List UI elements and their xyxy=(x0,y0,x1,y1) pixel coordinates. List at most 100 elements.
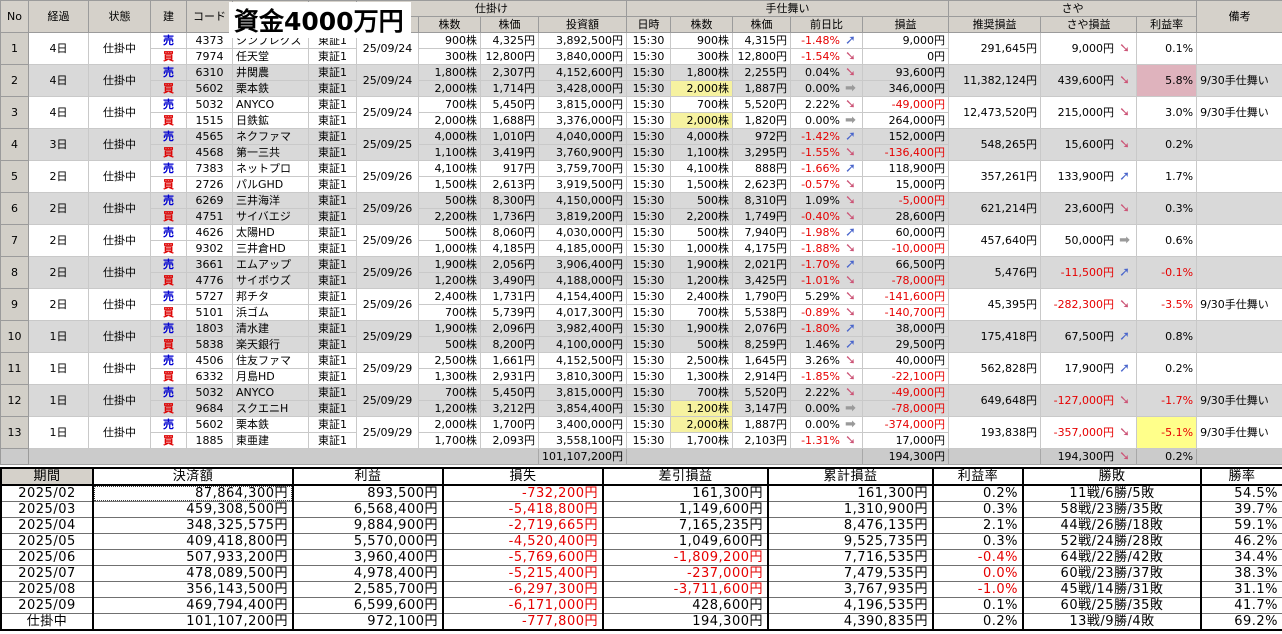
win-rate-cell[interactable]: 31.1% xyxy=(1200,581,1282,598)
profit-rate-cell[interactable]: 2.1% xyxy=(932,517,1024,534)
cumulative-pl-cell[interactable]: 1,310,900円 xyxy=(767,501,934,518)
profit-cell[interactable]: 893,500円 xyxy=(292,484,444,502)
loss-cell[interactable]: -6,297,300円 xyxy=(442,581,604,598)
period-cell[interactable]: 2025/03 xyxy=(0,501,94,518)
position-row-sell[interactable]: 11 1日 仕掛中 売 4506 住友ファマ 東証1 25/09/29 2,50… xyxy=(0,352,1282,385)
settlement-amount-cell[interactable]: 459,308,500円 xyxy=(92,501,294,518)
position-row-sell[interactable]: 12 1日 仕掛中 売 5032 ANYCO 東証1 25/09/29 700株… xyxy=(0,384,1282,417)
cumulative-pl-cell[interactable]: 4,390,835円 xyxy=(767,613,934,631)
win-loss-cell[interactable]: 11戦/6勝/5敗 xyxy=(1022,484,1202,502)
settlement-amount-cell[interactable]: 101,107,200円 xyxy=(92,613,294,631)
cumulative-pl-cell[interactable]: 9,525,735円 xyxy=(767,533,934,550)
loss-cell[interactable]: -6,171,000円 xyxy=(442,597,604,614)
win-rate-cell[interactable]: 39.7% xyxy=(1200,501,1282,518)
loss-cell[interactable]: -732,200円 xyxy=(442,484,604,502)
profit-rate-cell[interactable]: 0.0% xyxy=(932,565,1024,582)
profit-cell[interactable]: 9,884,900円 xyxy=(292,517,444,534)
position-row-sell[interactable]: 4 3日 仕掛中 売 4565 ネクファマ 東証1 25/09/25 4,000… xyxy=(0,128,1282,161)
cumulative-pl-cell[interactable]: 4,196,535円 xyxy=(767,597,934,614)
period-cell[interactable]: 2025/09 xyxy=(0,597,94,614)
loss-cell[interactable]: -5,769,600円 xyxy=(442,549,604,566)
position-row-buy[interactable]: 買 1515 日鉄鉱 東証1 2,000株 1,688円 3,376,000円 … xyxy=(1,112,1282,129)
position-row-buy[interactable]: 買 4751 サイバエジ 東証1 2,200株 1,736円 3,819,200… xyxy=(1,208,1282,225)
profit-cell[interactable]: 4,978,400円 xyxy=(292,565,444,582)
position-row-sell[interactable]: 5 2日 仕掛中 売 7383 ネットプロ 東証1 25/09/26 4,100… xyxy=(0,160,1282,193)
net-pl-cell[interactable]: -3,711,600円 xyxy=(602,581,769,598)
settlement-amount-cell[interactable]: 87,864,300円 xyxy=(92,484,294,502)
profit-rate-cell[interactable]: 0.3% xyxy=(932,533,1024,550)
win-rate-cell[interactable]: 54.5% xyxy=(1200,484,1282,502)
net-pl-cell[interactable]: 1,149,600円 xyxy=(602,501,769,518)
net-pl-cell[interactable]: 7,165,235円 xyxy=(602,517,769,534)
cumulative-pl-cell[interactable]: 7,479,535円 xyxy=(767,565,934,582)
loss-cell[interactable]: -2,719,665円 xyxy=(442,517,604,534)
position-row-sell[interactable]: 3 4日 仕掛中 売 5032 ANYCO 東証1 25/09/24 700株 … xyxy=(0,96,1282,129)
profit-cell[interactable]: 5,570,000円 xyxy=(292,533,444,550)
win-loss-cell[interactable]: 52戦/24勝/28敗 xyxy=(1022,533,1202,550)
profit-rate-cell[interactable]: 0.1% xyxy=(932,597,1024,614)
win-rate-cell[interactable]: 69.2% xyxy=(1200,613,1282,631)
win-rate-cell[interactable]: 59.1% xyxy=(1200,517,1282,534)
position-row-sell[interactable]: 9 2日 仕掛中 売 5727 邦チタ 東証1 25/09/26 2,400株 … xyxy=(0,288,1282,321)
settlement-amount-cell[interactable]: 356,143,500円 xyxy=(92,581,294,598)
win-loss-cell[interactable]: 44戦/26勝/18敗 xyxy=(1022,517,1202,534)
position-row-buy[interactable]: 買 5838 楽天銀行 東証1 500株 8,200円 4,100,000円 1… xyxy=(1,336,1282,353)
cumulative-pl-cell[interactable]: 3,767,935円 xyxy=(767,581,934,598)
cumulative-pl-cell[interactable]: 7,716,535円 xyxy=(767,549,934,566)
position-row-buy[interactable]: 買 5101 浜ゴム 東証1 700株 5,739円 4,017,300円 15… xyxy=(1,304,1282,321)
position-row-sell[interactable]: 6 2日 仕掛中 売 6269 三井海洋 東証1 25/09/26 500株 8… xyxy=(0,192,1282,225)
profit-cell[interactable]: 2,585,700円 xyxy=(292,581,444,598)
settlement-amount-cell[interactable]: 348,325,575円 xyxy=(92,517,294,534)
profit-rate-cell[interactable]: -0.4% xyxy=(932,549,1024,566)
win-loss-cell[interactable]: 13戦/9勝/4敗 xyxy=(1022,613,1202,631)
period-cell[interactable]: 2025/02 xyxy=(0,484,94,502)
cumulative-pl-cell[interactable]: 161,300円 xyxy=(767,484,934,502)
position-row-buy[interactable]: 買 5602 栗本鉄 東証1 2,000株 1,714円 3,428,000円 … xyxy=(1,80,1282,97)
loss-cell[interactable]: -4,520,400円 xyxy=(442,533,604,550)
net-pl-cell[interactable]: 194,300円 xyxy=(602,613,769,631)
win-rate-cell[interactable]: 46.2% xyxy=(1200,533,1282,550)
position-row-sell[interactable]: 2 4日 仕掛中 売 6310 井関農 東証1 25/09/24 1,800株 … xyxy=(0,64,1282,97)
position-row-sell[interactable]: 1 4日 仕掛中 売 4373 シンプレクス 東証1 25/09/24 900株… xyxy=(0,32,1282,65)
win-loss-cell[interactable]: 60戦/23勝/37敗 xyxy=(1022,565,1202,582)
period-cell[interactable]: 2025/07 xyxy=(0,565,94,582)
position-row-buy[interactable]: 買 6332 月島HD 東証1 1,300株 2,931円 3,810,300円… xyxy=(1,368,1282,385)
position-row-buy[interactable]: 買 4776 サイボウズ 東証1 1,200株 3,490円 4,188,000… xyxy=(1,272,1282,289)
net-pl-cell[interactable]: -237,000円 xyxy=(602,565,769,582)
position-row-sell[interactable]: 13 1日 仕掛中 売 5602 栗本鉄 東証1 25/09/29 2,000株… xyxy=(0,416,1282,449)
profit-rate-cell[interactable]: -1.0% xyxy=(932,581,1024,598)
period-cell[interactable]: 2025/04 xyxy=(0,517,94,534)
loss-cell[interactable]: -5,418,800円 xyxy=(442,501,604,518)
profit-cell[interactable]: 3,960,400円 xyxy=(292,549,444,566)
position-row-sell[interactable]: 8 2日 仕掛中 売 3661 エムアップ 東証1 25/09/26 1,900… xyxy=(0,256,1282,289)
win-rate-cell[interactable]: 34.4% xyxy=(1200,549,1282,566)
profit-rate-cell[interactable]: 0.2% xyxy=(932,613,1024,631)
win-loss-cell[interactable]: 45戦/14勝/31敗 xyxy=(1022,581,1202,598)
win-loss-cell[interactable]: 58戦/23勝/35敗 xyxy=(1022,501,1202,518)
profit-cell[interactable]: 972,100円 xyxy=(292,613,444,631)
position-row-buy[interactable]: 買 2726 パルGHD 東証1 1,500株 2,613円 3,919,500… xyxy=(1,176,1282,193)
settlement-amount-cell[interactable]: 469,794,400円 xyxy=(92,597,294,614)
net-pl-cell[interactable]: 161,300円 xyxy=(602,484,769,502)
period-cell[interactable]: 2025/08 xyxy=(0,581,94,598)
profit-rate-cell[interactable]: 0.3% xyxy=(932,501,1024,518)
position-row-sell[interactable]: 7 2日 仕掛中 売 4626 太陽HD 東証1 25/09/26 500株 8… xyxy=(0,224,1282,257)
settlement-amount-cell[interactable]: 478,089,500円 xyxy=(92,565,294,582)
position-row-buy[interactable]: 買 9302 三井倉HD 東証1 1,000株 4,185円 4,185,000… xyxy=(1,240,1282,257)
net-pl-cell[interactable]: 428,600円 xyxy=(602,597,769,614)
cumulative-pl-cell[interactable]: 8,476,135円 xyxy=(767,517,934,534)
win-loss-cell[interactable]: 60戦/25勝/35敗 xyxy=(1022,597,1202,614)
period-cell[interactable]: 2025/06 xyxy=(0,549,94,566)
net-pl-cell[interactable]: 1,049,600円 xyxy=(602,533,769,550)
loss-cell[interactable]: -5,215,400円 xyxy=(442,565,604,582)
settlement-amount-cell[interactable]: 507,933,200円 xyxy=(92,549,294,566)
period-cell[interactable]: 2025/05 xyxy=(0,533,94,550)
win-rate-cell[interactable]: 41.7% xyxy=(1200,597,1282,614)
loss-cell[interactable]: -777,800円 xyxy=(442,613,604,631)
profit-cell[interactable]: 6,599,600円 xyxy=(292,597,444,614)
position-row-buy[interactable]: 買 1885 東亜建 東証1 1,700株 2,093円 3,558,100円 … xyxy=(1,432,1282,449)
position-row-sell[interactable]: 10 1日 仕掛中 売 1803 清水建 東証1 25/09/29 1,900株… xyxy=(0,320,1282,353)
profit-rate-cell[interactable]: 0.2% xyxy=(932,484,1024,502)
position-row-buy[interactable]: 買 7974 任天堂 東証1 300株 12,800円 3,840,000円 1… xyxy=(1,48,1282,65)
profit-cell[interactable]: 6,568,400円 xyxy=(292,501,444,518)
